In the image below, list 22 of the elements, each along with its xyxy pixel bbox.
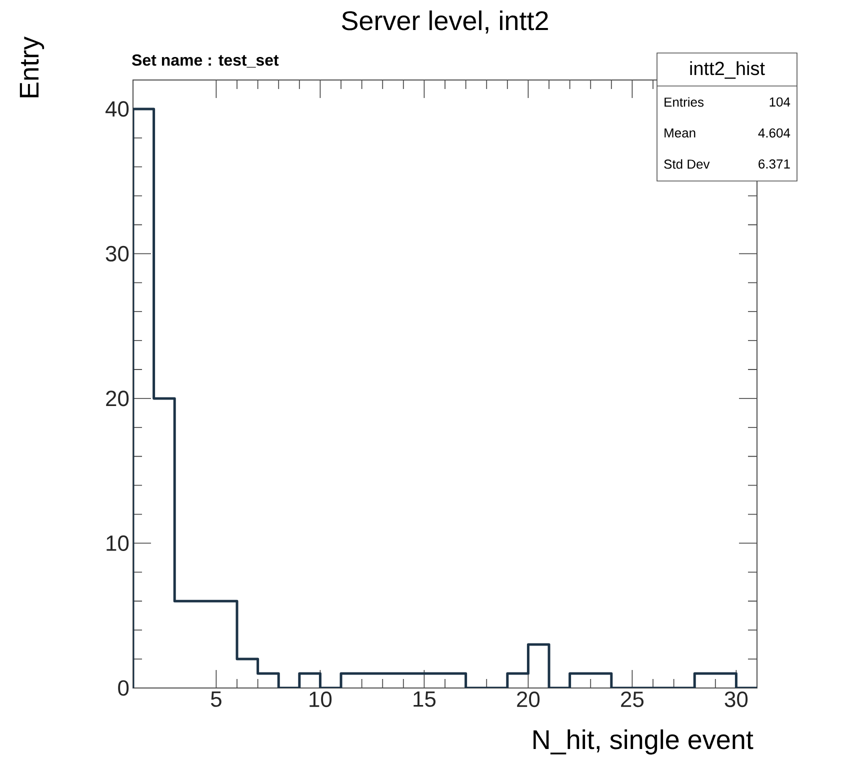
annotation: Mean [664, 128, 696, 138]
x-tick-label: 25 [621, 692, 644, 708]
text: Set name : test_set [132, 54, 279, 68]
x-tick-label: 20 [517, 692, 540, 708]
text: intt2_hist [690, 61, 765, 79]
text: 104 [770, 97, 790, 107]
x-tick-label: 15 [414, 692, 436, 707]
chart-title: Server level, intt2 [342, 10, 548, 34]
annotation: Std Dev [664, 159, 710, 169]
y-tick-label: 30 [106, 246, 129, 262]
y-tick-label: 40 [106, 101, 129, 117]
x-axis-title: N_hit, single event [534, 729, 754, 755]
y-tick-label: 0 [118, 680, 129, 696]
y-tick-label: 10 [106, 535, 129, 552]
x-tick-label: 30 [724, 692, 748, 708]
x-tick-label: 10 [310, 692, 332, 708]
y-axis-title: Entry [20, 36, 44, 98]
text: 6.371 [758, 159, 790, 169]
x-tick-label: 5 [210, 692, 222, 707]
text: 4.604 [758, 128, 790, 138]
y-tick-label: 20 [106, 390, 129, 406]
annotation: Entries [664, 97, 704, 107]
